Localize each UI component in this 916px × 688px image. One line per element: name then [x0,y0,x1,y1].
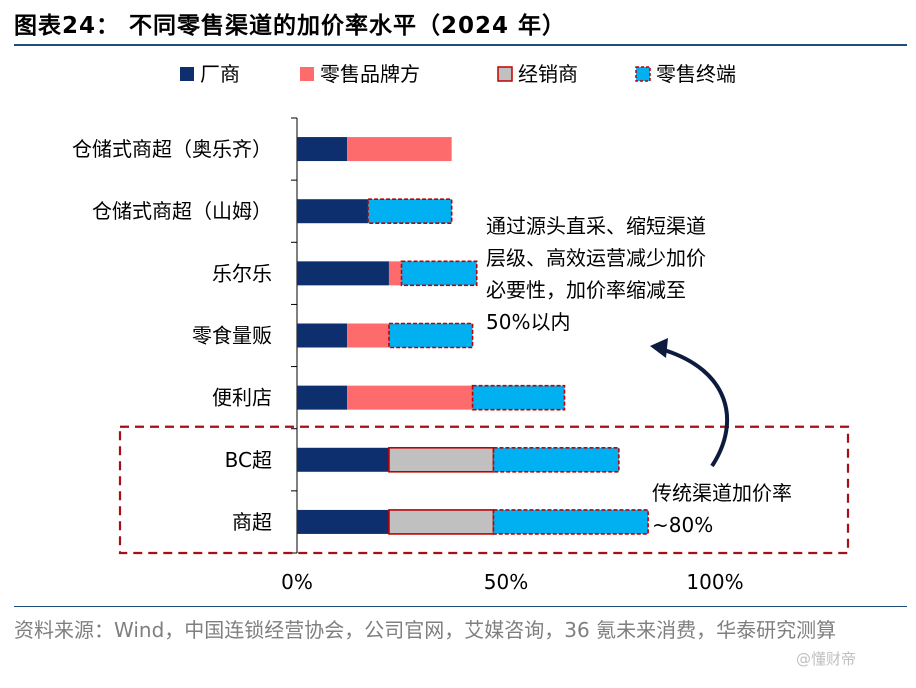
bar-segment [297,323,348,348]
category-label: 零食量贩 [192,324,272,348]
legend-swatch [180,67,194,81]
chart-title: 图表24： 不同零售渠道的加价率水平（2024 年） [14,13,567,39]
annotation-arrow-head [650,338,668,358]
annotation-top-line: 必要性，加价率缩减至 [486,278,686,302]
bar-segment [367,198,453,225]
bar-segment [388,322,474,349]
category-label: 商超 [232,510,272,534]
bar-segment [297,199,369,224]
x-tick-label: 100% [686,570,743,594]
bar-segment [297,509,389,534]
bar-segment [492,446,620,473]
legend-label: 零售品牌方 [320,62,420,86]
bar-segment [297,385,348,410]
category-label: 便利店 [212,386,272,410]
legend-label: 零售终端 [656,62,736,86]
legend-swatch [497,66,513,82]
source-note: 资料来源：Wind，中国连锁经营协会，公司官网，艾媒咨询，36 氪未来消费，华泰… [14,618,837,642]
source-rule [14,606,907,607]
highlight-box [118,425,850,555]
bar-segment [471,384,566,411]
bar-segment [492,509,649,535]
bar-segment [400,260,478,287]
annotation-arrow [663,348,730,468]
annotation-bottom-line: ~80% [652,513,713,537]
bar-segment [297,137,348,162]
annotation-top-line: 50%以内 [486,310,570,334]
legend-swatch [300,67,314,81]
bar-segment [347,385,473,410]
category-label: BC超 [225,448,272,472]
category-label: 仓储式商超（山姆） [92,199,272,223]
bar-segment [297,261,389,286]
annotation-top-line: 层级、高效运营减少加价 [486,246,706,270]
bar-segment [388,261,402,286]
legend-label: 厂商 [200,62,240,86]
x-tick-label: 0% [281,570,313,594]
bar-segment [347,137,452,162]
legend-label: 经销商 [518,62,578,86]
bar-segment [388,509,495,535]
bar-chart: 厂商 零售品牌方 经销商 零售终端 0% 50% 100% 仓储式商超（奥乐齐） 仓储式商超（山… [72,62,850,594]
bar-segment [297,447,389,472]
category-label: 乐尔乐 [212,261,272,285]
watermark: @懂财帝 [796,650,857,668]
legend-swatch [635,66,651,82]
title-rule [14,44,907,46]
bar-segment [388,446,495,473]
category-label: 仓储式商超（奥乐齐） [72,137,272,161]
annotation-bottom-line: 传统渠道加价率 [652,481,792,505]
bar-segment [347,323,389,348]
x-tick-label: 50% [484,570,528,594]
annotation-top-line: 通过源头直采、缩短渠道 [486,214,706,238]
